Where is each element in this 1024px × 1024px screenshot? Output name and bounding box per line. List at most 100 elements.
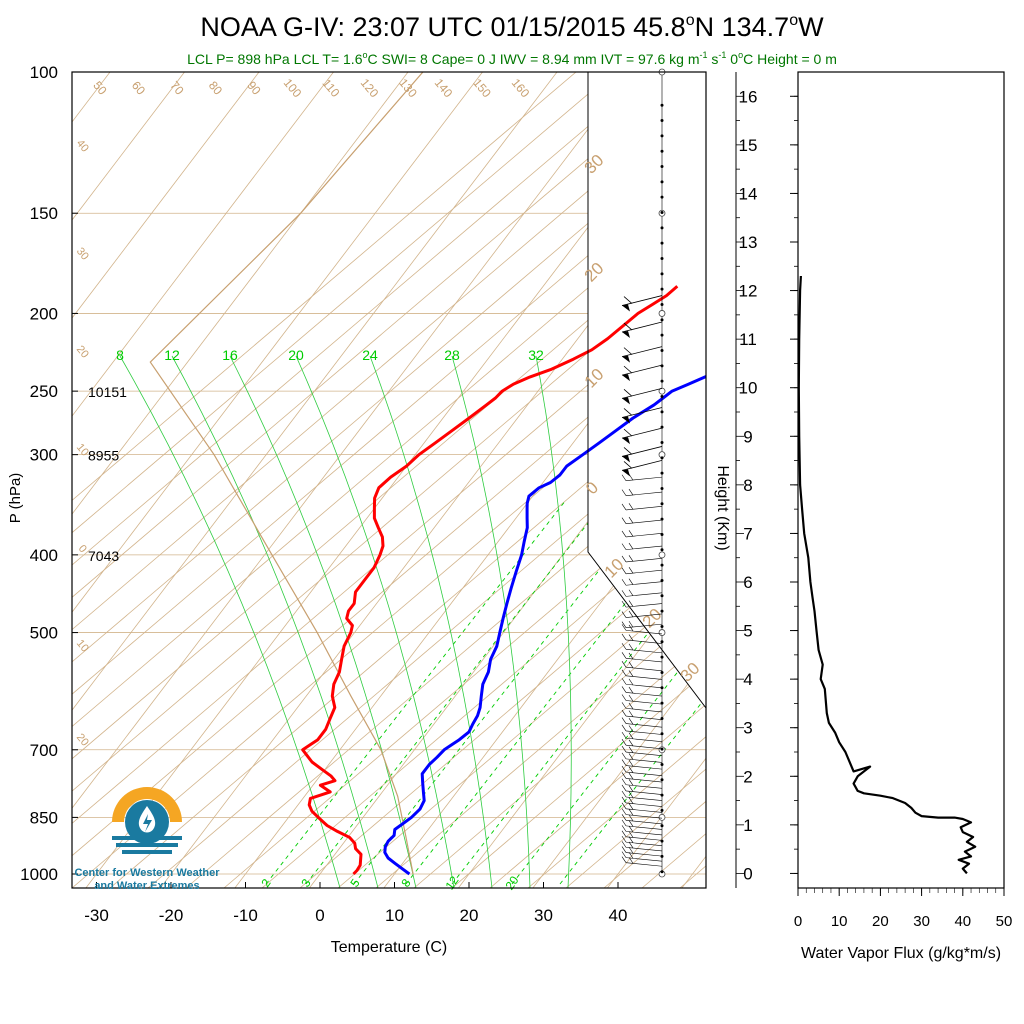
mixing-ratio-line [559,696,706,885]
dry-adiabat-label: 100 [281,76,305,101]
wind-barb-feather [628,753,634,760]
wind-barb-feather [628,634,634,641]
figure-subtitle: LCL P= 898 hPa LCL T= 1.6oC SWI= 8 Cape=… [187,50,837,67]
height-tick-label: 12 [739,282,758,301]
wind-barb-feather [621,814,627,821]
moist-adiabat-line [295,355,455,888]
pressure-tick-label: 400 [30,546,58,565]
dry-adiabat-label: 150 [470,76,494,101]
height-tick-label: 13 [739,233,758,252]
barb-dot [660,165,664,169]
dry-adiabat-line [413,639,706,888]
barb-dot [660,471,664,475]
wind-barb-shaft [625,715,663,720]
wind-barb-feather [628,610,634,618]
dry-adiabat-line [908,38,1024,888]
barb-dot [660,103,664,107]
mixing-ratio-top-label: 28 [444,347,460,363]
barb-dot [660,440,664,444]
logo-line-2: and Water Extremes [94,880,199,892]
wind-barb-shaft [625,802,663,807]
wind-barb-shaft [625,519,663,524]
dry-adiabat-line [72,72,691,598]
height-tick-label: 7 [743,524,752,543]
left-theta-label: 40 [74,138,91,155]
moist-adiabat-line [119,355,341,888]
wind-barb-feather [628,516,634,524]
wind-barb-shaft [625,730,663,735]
dry-adiabat-line [72,219,706,760]
left-theta-label: 20 [74,344,91,361]
height-tick-label: 10 [739,379,758,398]
wind-barb-feather [623,296,633,304]
height-tick-label: 14 [739,184,758,203]
temperature-tick-label: 10 [385,906,404,925]
height-label: 7043 [88,548,119,564]
wind-barb-feather [628,820,634,827]
mixing-ratio-top-label: 20 [288,347,304,363]
wind-barb-feather [621,778,627,785]
left-theta-label: 0 [76,543,89,555]
temperature-tick-label: -10 [233,906,258,925]
wind-barb-feather [621,694,627,701]
wind-barb-shaft [621,427,663,439]
wind-barb-shaft [625,700,663,705]
dewpoint-profile-line [383,374,706,876]
wind-barb-shaft [625,569,663,575]
wind-barb-feather [621,835,627,843]
wind-barb-feather [628,846,634,854]
wind-barb-feather [621,759,627,766]
wind-barb-flag [622,374,630,382]
barb-dot [660,716,664,720]
wind-barb-feather [623,408,633,416]
height-label: 10151 [88,384,127,400]
wind-barb-feather [621,669,627,676]
wind-barb-shaft [625,533,663,538]
dry-adiabat-line [375,606,706,888]
wind-barb-shaft [625,723,663,728]
wind-barb-shaft [625,476,663,482]
temperature-tick-label: -30 [84,906,109,925]
vapor-flux-ylabel: Height (Km) [714,465,731,550]
wind-barb-feather [628,825,634,833]
barb-dot [660,870,664,874]
wind-barb-feather [621,784,627,792]
barb-dot [660,486,664,490]
barb-dot [660,762,664,766]
barb-region-mask [588,72,706,708]
wind-barb-feather [628,814,634,822]
barb-dot [660,563,664,567]
barb-dot [660,394,664,398]
wind-barb-feather [621,633,627,641]
flux-tick-label: 20 [872,913,889,930]
wind-barb-shaft [625,751,663,756]
dry-adiabat-line [72,72,653,566]
mixing-ratio-line [451,558,706,885]
pressure-tick-label: 150 [30,204,58,223]
pressure-tick-label: 1000 [20,865,58,884]
wind-barb-feather [621,661,627,668]
wind-barb-flag [622,397,630,405]
wind-barb-feather [621,611,627,618]
dry-adiabat-line [870,38,1024,888]
height-tick-label: 5 [743,622,752,641]
dry-adiabat-line [72,283,706,824]
height-tick-label: 16 [739,87,758,106]
dry-adiabat-label: 110 [319,76,342,100]
wind-barb-shaft [625,658,663,663]
barb-dot [660,318,664,322]
flux-tick-label: 50 [996,913,1013,930]
wind-barb-feather [621,643,627,650]
wind-barb-flag [622,469,630,477]
wind-barb-feather [628,686,634,694]
isotherm-line [72,72,483,613]
barb-dot [660,502,664,506]
wind-barb-feather [623,365,633,374]
wind-barb-feather [628,600,634,607]
wind-barb-shaft [625,666,663,672]
wind-barb-shaft [625,790,663,795]
wind-barb-feather [628,624,634,632]
wind-barb-flag [622,437,630,445]
dry-adiabat-line [72,316,706,857]
wind-barb-column [621,68,666,878]
